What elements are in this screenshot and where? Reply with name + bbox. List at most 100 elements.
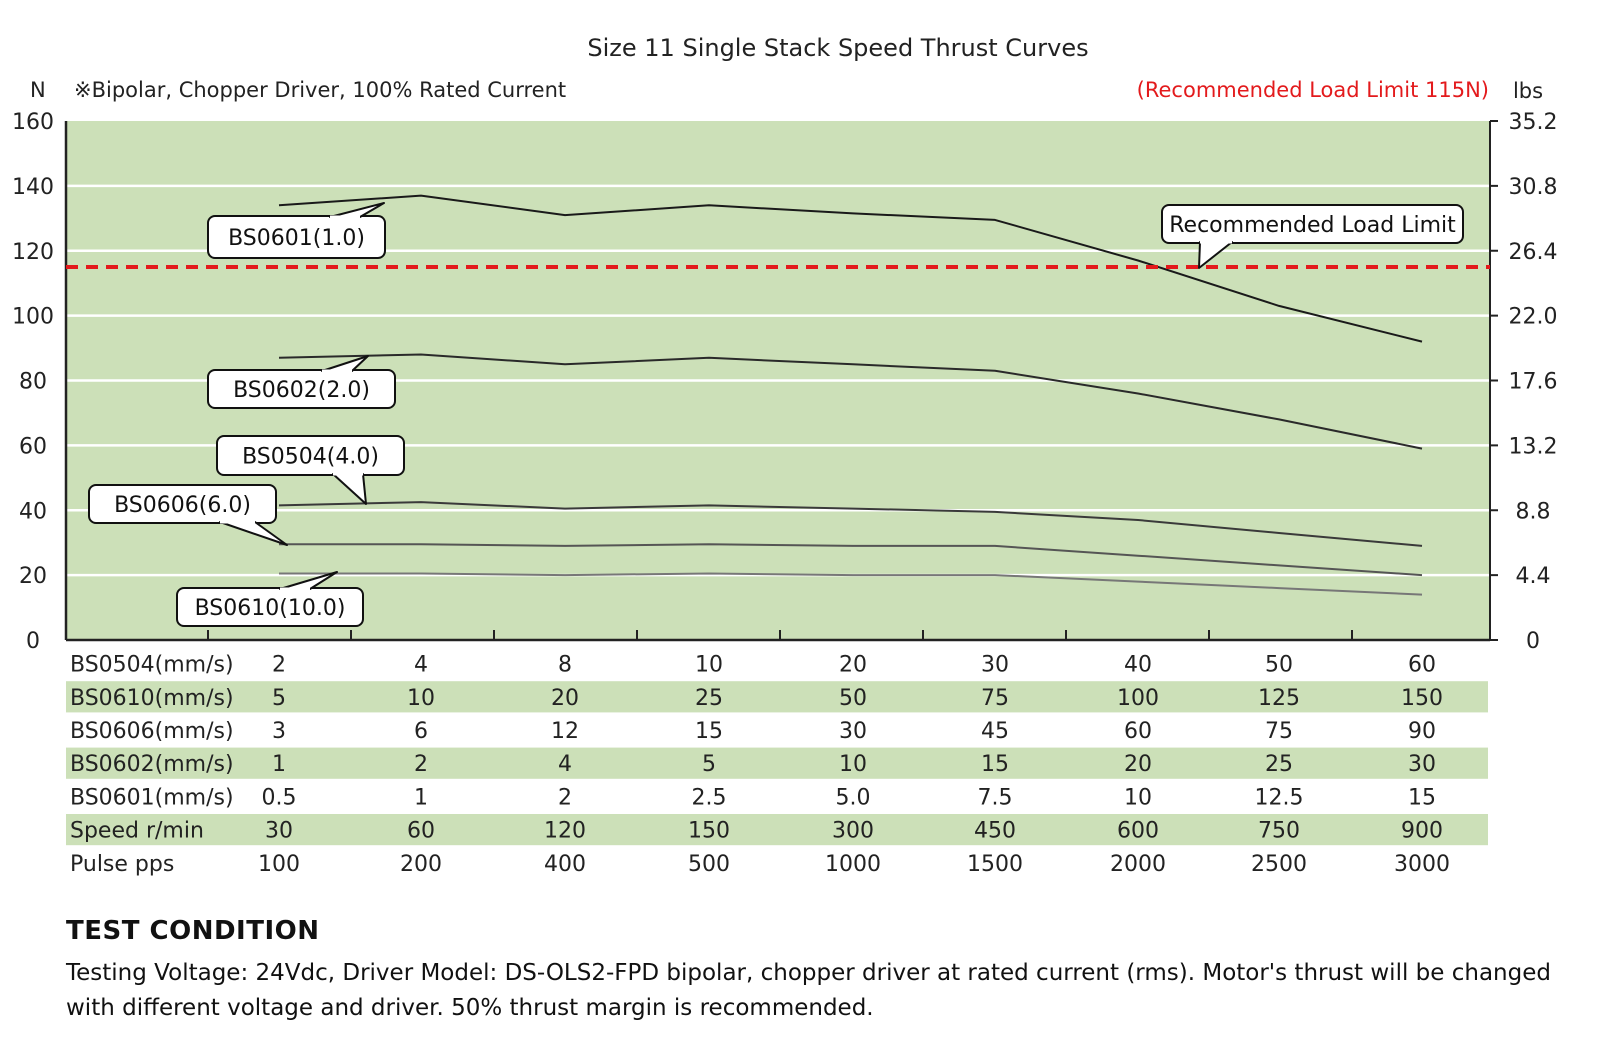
y-tick-label: 40 xyxy=(19,499,47,524)
table-cell: 75 xyxy=(981,686,1009,711)
callout-bs0602-box xyxy=(207,369,396,409)
table-cell: 1 xyxy=(272,752,286,777)
chart-title: Size 11 Single Stack Speed Thrust Curves xyxy=(587,34,1088,62)
table-row-label: BS0504(mm/s) xyxy=(70,653,234,678)
left-axis-unit: N xyxy=(30,78,46,102)
table-cell: 1000 xyxy=(825,852,881,877)
table-cell: 25 xyxy=(695,686,723,711)
table-cell: 90 xyxy=(1408,719,1436,744)
table-cell: 6 xyxy=(414,719,428,744)
table-cell: 300 xyxy=(832,819,874,844)
table-cell: 3000 xyxy=(1394,852,1450,877)
table-cell: 5.0 xyxy=(836,785,871,810)
series-callouts: BS0601(1.0) BS0602(2.0) BS0504(4.0) BS0606(… xyxy=(88,202,1464,627)
table-cell: 10 xyxy=(1124,785,1152,810)
table-cell: 750 xyxy=(1258,819,1300,844)
right-tick-label: 17.6 xyxy=(1509,370,1558,395)
test-condition-text: Testing Voltage: 24Vdc, Driver Model: DS… xyxy=(66,960,1551,1021)
table-cell: 600 xyxy=(1117,819,1159,844)
callout-bs0601-label: BS0601(1.0) xyxy=(228,226,365,251)
table-row-label: BS0610(mm/s) xyxy=(70,686,234,711)
callout-bs0601-box xyxy=(207,215,386,259)
y-tick-label: 0 xyxy=(26,629,40,654)
table-cell: 5 xyxy=(272,686,286,711)
right-tick-label: 30.8 xyxy=(1509,175,1558,200)
table-cell: 60 xyxy=(407,819,435,844)
table-cell: 100 xyxy=(258,852,300,877)
table-cell: 20 xyxy=(839,653,867,678)
callout-bs0504-box xyxy=(216,435,405,476)
table-cell: 2 xyxy=(272,653,286,678)
callout-bs0504-label: BS0504(4.0) xyxy=(242,445,379,470)
table-row-label: Pulse pps xyxy=(70,852,174,877)
table-cell: 1500 xyxy=(967,852,1023,877)
speed-table: BS0504(mm/s) 2 4 8 10 20 30 40 50 60 BS0610(mm/s) 5… xyxy=(66,653,1488,877)
table-cell: 75 xyxy=(1265,719,1293,744)
table-cell: 400 xyxy=(544,852,586,877)
table-cell: 1 xyxy=(414,785,428,810)
table-cell: 20 xyxy=(1124,752,1152,777)
table-cell: 20 xyxy=(551,686,579,711)
y-tick-label: 160 xyxy=(12,110,54,135)
right-tick-label: 13.2 xyxy=(1509,434,1558,459)
series-line xyxy=(278,501,1423,547)
right-tick-label: 4.4 xyxy=(1516,564,1551,589)
table-row-shade xyxy=(66,747,1488,779)
table-cell: 2.5 xyxy=(692,785,727,810)
table-cell: 100 xyxy=(1117,686,1159,711)
callout-bs0610-label: BS0610(10.0) xyxy=(195,596,346,621)
table-cell: 10 xyxy=(839,752,867,777)
y-tick-label: 120 xyxy=(12,240,54,265)
table-cell: 30 xyxy=(839,719,867,744)
table-row-label: BS0606(mm/s) xyxy=(70,719,234,744)
series-line xyxy=(278,353,1423,450)
table-cell: 40 xyxy=(1124,653,1152,678)
table-cell: 25 xyxy=(1265,752,1293,777)
table-cell: 12 xyxy=(551,719,579,744)
table-cell: 2 xyxy=(558,785,572,810)
right-tick-label: 22.0 xyxy=(1509,305,1558,330)
y-tick-label: 100 xyxy=(12,305,54,330)
table-cell: 50 xyxy=(839,686,867,711)
callout-load-limit-label: Recommended Load Limit xyxy=(1169,213,1456,238)
series-lines xyxy=(278,194,1423,596)
table-cell: 7.5 xyxy=(978,785,1013,810)
recommended-load-note: (Recommended Load Limit 115N) xyxy=(1137,78,1489,102)
y-tick-label: 20 xyxy=(19,564,47,589)
table-cell: 4 xyxy=(414,653,428,678)
table-cell: 15 xyxy=(695,719,723,744)
table-cell: 125 xyxy=(1258,686,1300,711)
thrust-curve-chart: Size 11 Single Stack Speed Thrust Curves… xyxy=(12,34,1558,877)
y-tick-label: 60 xyxy=(19,434,47,459)
callout-bs0610-box xyxy=(176,587,364,627)
table-cell: 30 xyxy=(265,819,293,844)
table-cell: 8 xyxy=(558,653,572,678)
table-cell: 12.5 xyxy=(1255,785,1304,810)
table-cell: 0.5 xyxy=(262,785,297,810)
callout-load-limit-box xyxy=(1161,204,1464,244)
table-cell: 60 xyxy=(1124,719,1152,744)
table-cell: 150 xyxy=(688,819,730,844)
callout-bs0602-label: BS0602(2.0) xyxy=(233,378,370,403)
table-cell: 900 xyxy=(1401,819,1443,844)
callout-bs0606-box xyxy=(88,484,277,524)
table-cell: 500 xyxy=(688,852,730,877)
table-cell: 200 xyxy=(400,852,442,877)
right-axis-unit: lbs xyxy=(1513,79,1543,103)
table-cell: 15 xyxy=(1408,785,1436,810)
y-tick-label: 140 xyxy=(12,175,54,200)
test-condition-title: TEST CONDITION xyxy=(66,916,320,946)
table-cell: 5 xyxy=(702,752,716,777)
table-cell: 2500 xyxy=(1251,852,1307,877)
table-cell: 10 xyxy=(695,653,723,678)
table-cell: 60 xyxy=(1408,653,1436,678)
callout-bs0606-label: BS0606(6.0) xyxy=(114,493,251,518)
table-row-label: Speed r/min xyxy=(70,819,204,844)
table-cell: 15 xyxy=(981,752,1009,777)
table-cell: 450 xyxy=(974,819,1016,844)
table-cell: 2 xyxy=(414,752,428,777)
right-tick-label: 26.4 xyxy=(1509,240,1558,265)
right-tick-label: 35.2 xyxy=(1509,110,1558,135)
y-tick-label: 80 xyxy=(19,370,47,395)
table-cell: 4 xyxy=(558,752,572,777)
